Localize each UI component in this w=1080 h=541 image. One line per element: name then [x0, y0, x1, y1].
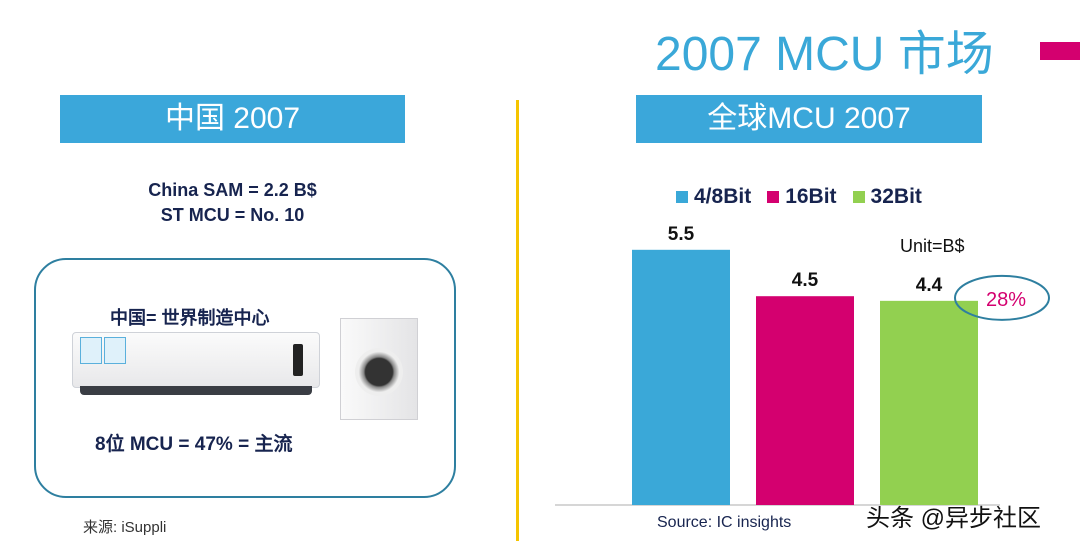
bar-16Bit: [756, 296, 854, 505]
bar-32Bit: [880, 300, 978, 505]
bar-4/8Bit: [632, 249, 730, 505]
mcu8-text: 8位 MCU = 47% = 主流: [95, 434, 293, 455]
legend-swatch: [676, 191, 688, 203]
legend-swatch: [767, 191, 780, 203]
manufacturing-text: 中国= 世界制造中心: [110, 308, 270, 328]
china-info-box: [34, 258, 456, 498]
divider: [516, 100, 519, 541]
air-conditioner-display: [293, 344, 303, 376]
legend-label: 16Bit: [785, 185, 837, 208]
data-label: 4.4: [916, 275, 943, 296]
legend-label: 32Bit: [870, 185, 922, 208]
rank-line: ST MCU = No. 10: [160, 205, 305, 225]
slide-title: 2007 MCU 市场: [655, 28, 994, 81]
energy-label: [104, 337, 126, 364]
legend-label: 4/8Bit: [694, 185, 752, 208]
annotation-label: 28%: [986, 289, 1026, 311]
legend-item: 16Bit: [767, 185, 837, 209]
watermark: 头条 @异步社区: [866, 505, 1042, 532]
washing-machine-door: [355, 348, 403, 396]
legend-item: 4/8Bit: [676, 185, 751, 209]
source-right: Source: IC insights: [657, 514, 792, 531]
legend-swatch: [852, 191, 865, 203]
china-sam-text: China SAM = 2.2 B$ ST MCU = No. 10: [60, 178, 405, 228]
air-conditioner-vent: [80, 386, 312, 395]
unit-label: Unit=B$: [900, 236, 965, 256]
energy-label: [80, 337, 102, 364]
bar-chart: 5.5 4.5 4.4 28%: [555, 224, 1050, 506]
data-label: 5.5: [668, 224, 695, 245]
title-accent-bar: [1040, 42, 1080, 60]
source-left: 来源: iSuppli: [83, 519, 167, 536]
data-label: 4.5: [792, 270, 819, 291]
global-mcu-header: 全球MCU 2007: [636, 95, 982, 143]
china-2007-header: 中国 2007: [60, 95, 405, 143]
sam-line: China SAM = 2.2 B$: [148, 180, 317, 200]
chart-legend: 4/8Bit 16Bit 32Bit: [676, 185, 922, 209]
annotation-ellipse: [954, 274, 1050, 321]
legend-item: 32Bit: [852, 185, 922, 209]
